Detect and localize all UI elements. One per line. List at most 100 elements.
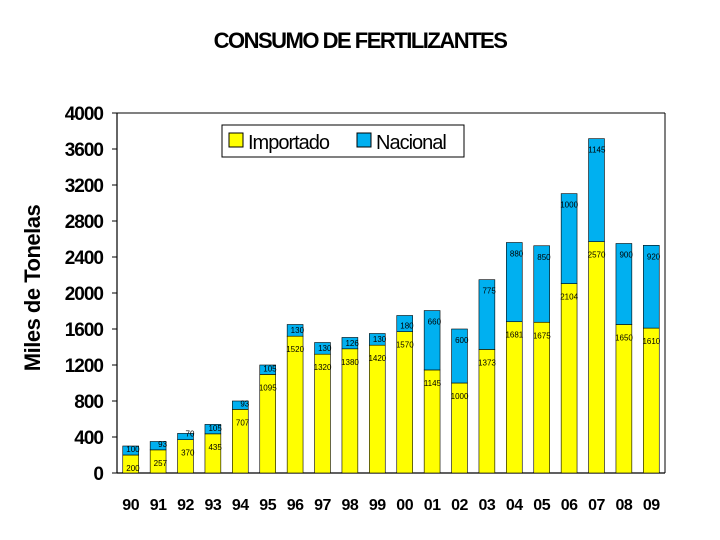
bar-nacional-09 [643, 245, 660, 329]
legend-swatch-nacional [356, 132, 372, 148]
data-label-importado-05: 1675 [533, 331, 551, 340]
bar-importado-07 [588, 241, 605, 474]
data-label-importado-04: 1681 [505, 331, 523, 340]
data-label-importado-99: 1420 [368, 354, 386, 363]
data-label-nacional-00: 180 [400, 322, 414, 331]
bar-nacional-06 [560, 193, 578, 284]
data-label-nacional-97: 130 [318, 344, 332, 353]
chart-title: CONSUMO DE FERTILIZANTES [213, 28, 508, 53]
data-label-importado-98: 1380 [341, 358, 359, 367]
bar-nacional-98 [341, 337, 359, 350]
x-tick-label-06: 06 [561, 497, 578, 514]
data-label-nacional-08: 900 [619, 251, 633, 260]
x-tick-label-05: 05 [533, 497, 550, 514]
data-label-importado-07: 2570 [588, 251, 606, 260]
data-label-importado-00: 1570 [396, 341, 414, 350]
bar-nacional-05 [533, 245, 550, 323]
bar-importado-99 [369, 344, 386, 474]
bar-nacional-08 [615, 243, 633, 325]
bar-nacional-99 [369, 333, 386, 346]
data-label-importado-91: 257 [154, 459, 168, 468]
legend-label-nacional: Nacional [376, 132, 446, 154]
y-tick-label: 2800 [65, 212, 104, 233]
x-tick-label-04: 04 [506, 497, 523, 514]
bar-importado-04 [506, 321, 523, 474]
x-tick-label-99: 99 [369, 497, 386, 514]
y-tick-label: 1600 [65, 320, 104, 341]
bar-nacional-90 [122, 445, 139, 456]
data-label-nacional-95: 105 [263, 364, 277, 373]
bar-nacional-97 [314, 342, 331, 355]
x-tick-label-96: 96 [287, 497, 304, 514]
x-tick-label-01: 01 [424, 497, 441, 514]
bar-nacional-00 [396, 315, 413, 333]
data-label-nacional-02: 600 [455, 336, 469, 345]
bar-nacional-92 [177, 433, 194, 440]
x-tick-label-98: 98 [342, 497, 359, 514]
bar-nacional-02 [451, 328, 468, 384]
y-tick-label: 3200 [65, 176, 104, 197]
data-label-importado-03: 1373 [478, 358, 496, 367]
data-label-nacional-03: 775 [482, 287, 496, 296]
bar-importado-98 [341, 348, 359, 474]
data-label-importado-96: 1520 [286, 345, 304, 354]
y-tick-label: 2000 [65, 284, 104, 305]
bar-importado-93 [204, 433, 222, 474]
data-label-importado-95: 1095 [259, 383, 277, 392]
data-label-nacional-91: 93 [158, 440, 167, 449]
data-label-nacional-93: 105 [208, 424, 222, 433]
x-tick-label-03: 03 [479, 497, 496, 514]
data-label-importado-94: 707 [236, 418, 250, 427]
bar-nacional-93 [204, 424, 222, 435]
data-label-importado-02: 1000 [451, 392, 469, 401]
plot-area [116, 112, 666, 474]
bar-nacional-96 [286, 324, 304, 337]
data-label-nacional-01: 660 [428, 318, 442, 327]
bar-importado-08 [615, 324, 633, 474]
x-tick-label-92: 92 [177, 497, 194, 514]
y-tick-label: 800 [74, 392, 103, 413]
x-tick-label-09: 09 [643, 497, 660, 514]
data-label-nacional-05: 850 [537, 253, 551, 262]
x-tick-label-94: 94 [232, 497, 249, 514]
bar-importado-00 [396, 331, 413, 474]
data-label-nacional-94: 93 [240, 399, 249, 408]
bar-importado-03 [478, 349, 496, 474]
x-tick-label-95: 95 [259, 497, 276, 514]
bar-nacional-07 [588, 138, 605, 242]
data-label-importado-08: 1650 [615, 334, 633, 343]
legend: Importado Nacional [221, 124, 465, 158]
x-tick-label-08: 08 [616, 497, 633, 514]
data-label-importado-90: 200 [126, 464, 140, 473]
bar-nacional-94 [232, 400, 249, 410]
x-tick-label-07: 07 [588, 497, 605, 514]
data-label-nacional-99: 130 [373, 335, 387, 344]
data-label-nacional-90: 100 [126, 445, 140, 454]
data-label-nacional-92: 70 [186, 430, 195, 439]
legend-label-importado: Importado [248, 132, 330, 154]
x-tick-label-97: 97 [314, 497, 331, 514]
y-tick-label: 0 [93, 464, 103, 485]
data-label-importado-93: 435 [208, 443, 222, 452]
bar-nacional-04 [506, 242, 523, 323]
x-tick-label-93: 93 [205, 497, 222, 514]
x-tick-label-02: 02 [451, 497, 468, 514]
legend-box [221, 124, 465, 158]
x-tick-label-00: 00 [396, 497, 413, 514]
y-tick-label: 2400 [65, 248, 104, 269]
data-label-nacional-06: 1000 [560, 201, 578, 210]
bar-importado-06 [560, 283, 578, 474]
bar-nacional-03 [478, 279, 496, 350]
data-label-nacional-04: 880 [510, 250, 524, 259]
y-tick-label: 1200 [65, 356, 104, 377]
bar-nacional-95 [259, 364, 276, 375]
x-tick-label-90: 90 [122, 497, 139, 514]
bar-nacional-91 [149, 441, 167, 451]
legend-swatch-importado [228, 132, 244, 148]
y-axis-ticks: 0 400 800 1200 1600 2000 2400 2800 3200 3600 4000 [65, 104, 117, 485]
data-label-nacional-98: 126 [345, 339, 359, 348]
bars: 200 100 257 93 370 70 435 105 707 93 1095 105 1520 13… [122, 138, 661, 474]
x-axis-ticks: 90 91 92 93 94 95 96 97 98 99 00 01 02 03 04 05 06 07 08 09 [122, 497, 660, 514]
bar-importado-09 [643, 327, 660, 474]
